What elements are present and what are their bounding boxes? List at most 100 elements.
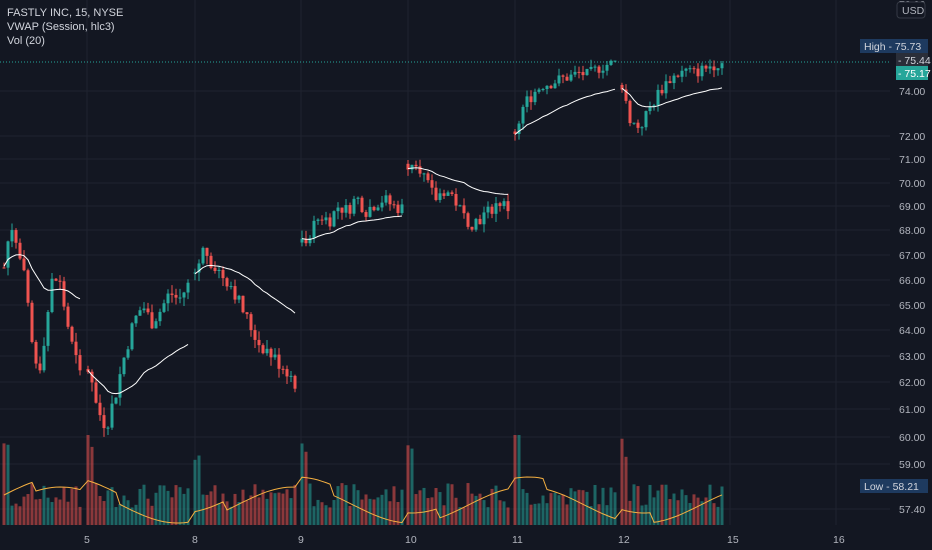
candle-body <box>217 269 221 272</box>
volume-bar <box>62 486 66 525</box>
volume-bar <box>589 506 593 525</box>
volume-bar <box>513 435 517 525</box>
volume-bar <box>648 484 652 525</box>
candle-body <box>652 105 656 107</box>
candle-body <box>273 354 277 358</box>
candle-body <box>90 371 94 383</box>
volume-bar <box>74 486 78 525</box>
candle-body <box>498 203 502 206</box>
candle-body <box>178 297 182 299</box>
candle-body <box>281 368 285 370</box>
volume-bar <box>178 487 182 525</box>
volume-bar <box>229 506 233 525</box>
candle-body <box>22 258 26 271</box>
volume-bar <box>146 498 150 525</box>
volume-ma <box>3 476 723 524</box>
volume-bar <box>680 489 684 525</box>
candle-body <box>605 64 609 71</box>
vwap-segment <box>301 215 403 240</box>
volume-bar <box>628 500 632 525</box>
volume-bar <box>328 507 332 525</box>
volume-bar <box>312 506 316 525</box>
candle-body <box>340 207 344 213</box>
price-tick: 61.00 <box>899 404 925 416</box>
legend-vwap[interactable]: VWAP (Session, hlc3) <box>7 21 115 33</box>
candle-body <box>197 263 201 273</box>
candle-body <box>170 293 174 295</box>
candle-body <box>344 205 348 213</box>
candle-body <box>418 166 422 174</box>
volume-bar <box>525 492 529 525</box>
volume-bar <box>561 494 565 525</box>
volume-bar <box>474 495 478 525</box>
price-tick: 63.00 <box>899 351 925 363</box>
candle-body <box>277 354 281 369</box>
candle-body <box>384 195 388 203</box>
candle-body <box>628 100 632 124</box>
candle-body <box>478 218 482 225</box>
volume-bar <box>486 507 490 525</box>
volume-bar <box>138 488 142 525</box>
volume-bar <box>640 505 644 525</box>
candle-body <box>589 66 593 69</box>
volume-bar <box>98 496 102 525</box>
candle-body <box>581 72 585 76</box>
candle-body <box>541 89 545 91</box>
candle-body <box>372 206 376 211</box>
volume-bar <box>293 484 297 525</box>
volume-bar <box>38 498 42 525</box>
candle-body <box>664 81 668 94</box>
volume-bar <box>688 503 692 525</box>
candle-body <box>300 238 304 243</box>
candle-body <box>561 75 565 77</box>
candle-body <box>249 314 253 331</box>
volume-bar <box>106 490 110 525</box>
candle-body <box>122 357 126 375</box>
volume-bar <box>304 451 308 525</box>
volume-bar <box>462 507 466 525</box>
volume-bar <box>58 499 62 525</box>
candle-body <box>660 89 664 94</box>
volume-bar <box>154 492 158 525</box>
candle-body <box>624 89 628 101</box>
volume-bar <box>352 484 356 525</box>
candle-body <box>182 292 186 298</box>
volume-bar <box>438 492 442 525</box>
legend-volume[interactable]: Vol (20) <box>7 35 45 47</box>
volume-bar <box>186 488 190 525</box>
price-tick: 70.00 <box>899 178 925 190</box>
price-tick: 68.00 <box>899 225 925 237</box>
candle-body <box>54 278 58 281</box>
candle-body <box>209 255 213 268</box>
volume-bar <box>174 485 178 525</box>
candle-body <box>414 164 418 167</box>
volume-bar <box>410 448 414 525</box>
current-label-box <box>896 53 928 67</box>
candle-body <box>2 267 6 269</box>
high-label-text: High - 75.73 <box>864 41 921 53</box>
candle-body <box>644 111 648 128</box>
volume-bar <box>466 483 470 525</box>
legend: FASTLY INC, 15, NYSE VWAP (Session, hlc3… <box>7 6 123 48</box>
volume-bar <box>396 501 400 525</box>
candle-body <box>114 397 118 404</box>
candle-body <box>186 282 190 293</box>
candle-body <box>434 187 438 200</box>
volume-bar <box>376 497 380 525</box>
candle-body <box>636 122 640 128</box>
candle-body <box>142 308 146 311</box>
candle-body <box>656 89 660 106</box>
volume-bar <box>66 501 70 525</box>
volume-bar <box>193 459 197 525</box>
volume-bar <box>557 495 561 525</box>
volume-bar <box>537 503 541 525</box>
legend-symbol[interactable]: FASTLY INC, 15, NYSE <box>7 7 124 19</box>
volume-bar <box>498 500 502 525</box>
candle-body <box>692 68 696 70</box>
time-tick: 10 <box>405 534 417 546</box>
volume-bar <box>336 486 340 525</box>
candle-body <box>490 206 494 214</box>
price-axis: 78.0074.0072.0071.0070.0069.0068.0067.00… <box>896 0 926 516</box>
